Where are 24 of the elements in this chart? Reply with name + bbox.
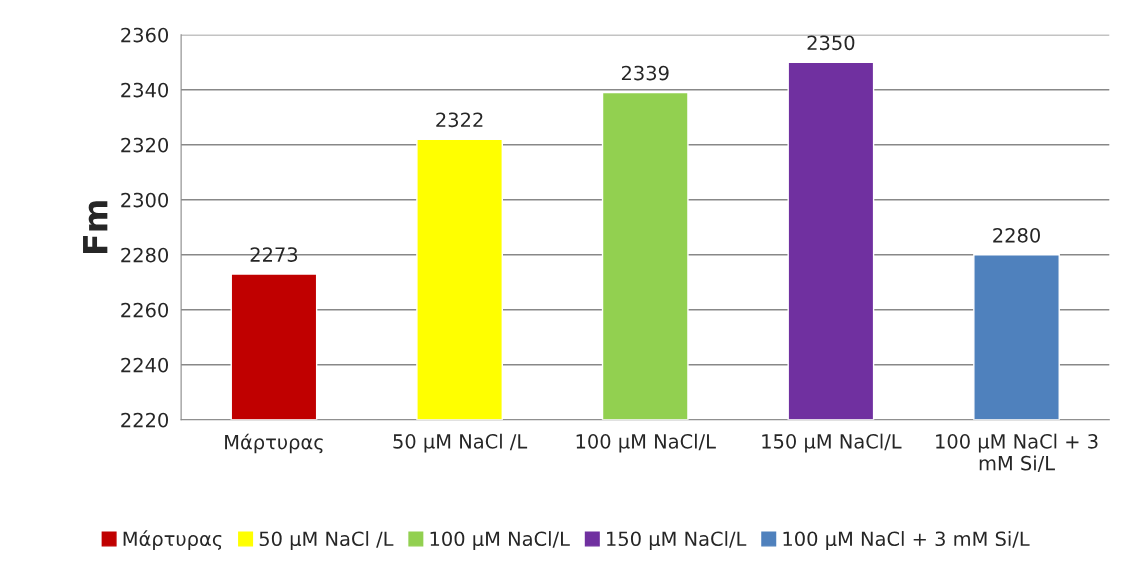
x-tick-label: Μάρτυρας	[225, 433, 323, 454]
y-tick-label: 2360	[121, 27, 169, 43]
legend-label: 100 μM NaCl/L	[430, 531, 570, 550]
legend-label: 100 μM NaCl + 3 mM Si/L	[783, 531, 1030, 550]
x-tick-label: 150 μM NaCl/L	[762, 433, 902, 453]
y-axis-title: Fm	[83, 201, 108, 253]
y-tick-label: 2300	[121, 192, 169, 208]
data-label: 2322	[436, 112, 483, 128]
legend-label: 150 μM NaCl/L	[607, 531, 747, 550]
x-tick-label: 50 μM NaCl /L	[393, 433, 528, 453]
data-label: 2273	[250, 247, 298, 262]
y-tick-label: 2240	[121, 357, 169, 373]
data-label: 2339	[621, 65, 669, 81]
y-tick-label: 2260	[121, 302, 169, 318]
y-tick-label: 2340	[121, 82, 169, 98]
data-label: 2350	[807, 35, 855, 51]
x-tick-label: 100 μM NaCl + 3 mM Si/L	[936, 433, 1098, 473]
y-tick-label: 2220	[121, 412, 169, 428]
y-tick-label: 2320	[121, 137, 169, 153]
y-tick-label: 2280	[121, 247, 169, 263]
data-label: 2280	[993, 227, 1040, 243]
x-tick-label: 100 μM NaCl/L	[576, 433, 716, 453]
legend-label: 50 μM NaCl /L	[259, 531, 394, 550]
legend-label: Μάρτυρας	[123, 530, 222, 550]
